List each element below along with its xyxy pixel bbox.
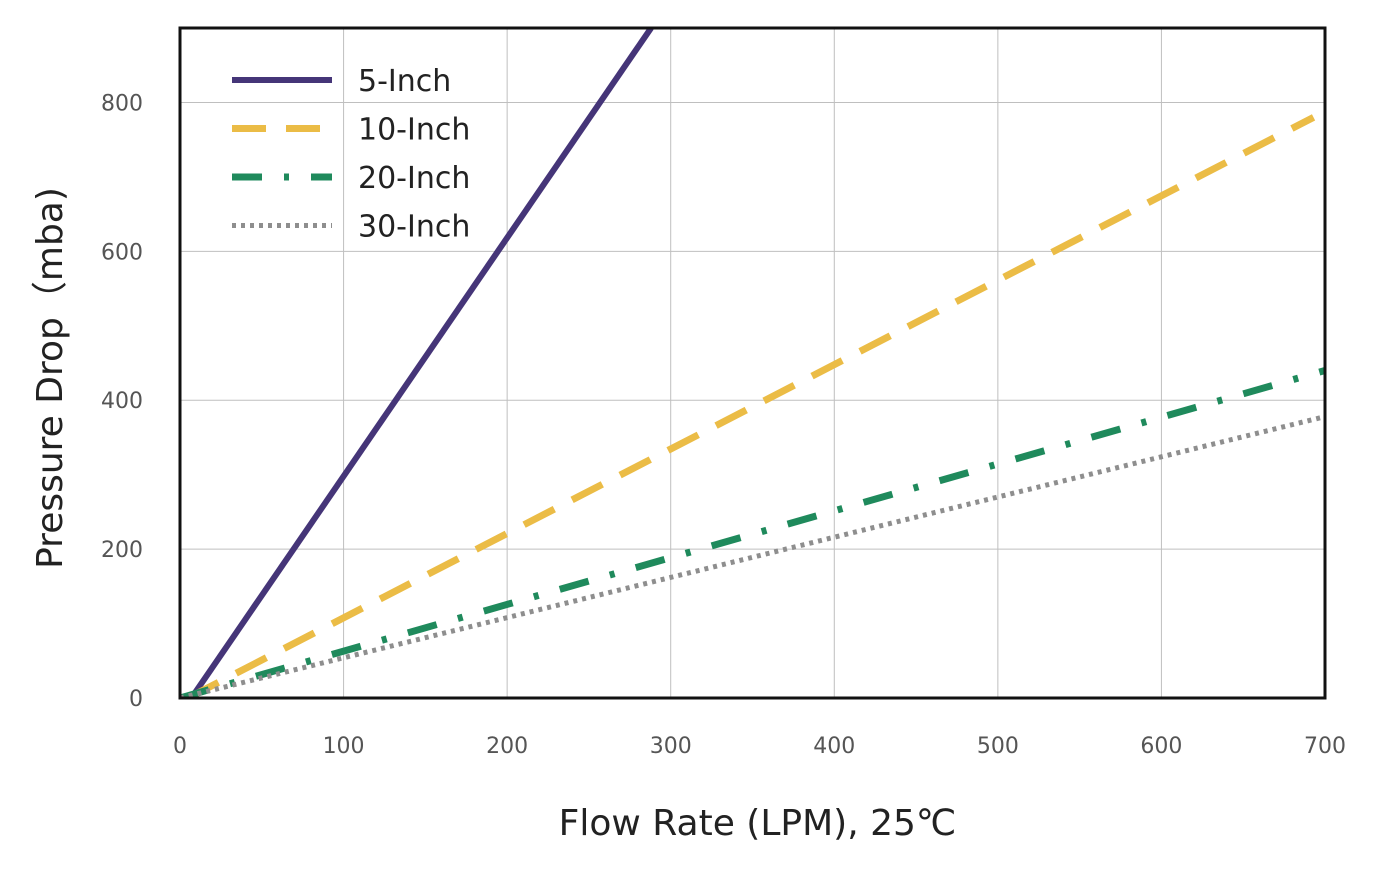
- x-tick-label: 0: [173, 734, 187, 759]
- y-tick-label: 200: [101, 538, 143, 563]
- y-tick-label: 800: [101, 91, 143, 116]
- y-axis-label: Pressure Drop（mba): [30, 187, 71, 569]
- series-line-5-inch: [188, 28, 654, 698]
- x-tick-label: 400: [813, 734, 855, 759]
- x-tick-label: 200: [486, 734, 528, 759]
- plot-frame: [178, 26, 1327, 700]
- y-tick-label: 600: [101, 240, 143, 265]
- series-line-30-inch: [180, 414, 1325, 698]
- x-tick-label: 300: [650, 734, 692, 759]
- legend-label-10-inch: 10-Inch: [358, 113, 470, 148]
- x-tick-label: 700: [1304, 734, 1346, 759]
- series-line-10-inch: [186, 114, 1316, 698]
- x-axis-label: Flow Rate (LPM), 25℃: [559, 803, 957, 844]
- series-line-20-inch: [180, 367, 1325, 698]
- x-tick-label: 100: [323, 734, 365, 759]
- x-tick-label: 500: [977, 734, 1019, 759]
- series-lines: [180, 28, 1325, 698]
- legend: 5-Inch 10-Inch 20-Inch 30-Inch: [232, 64, 470, 245]
- y-tick-label: 400: [101, 389, 143, 414]
- grid-lines: [179, 28, 1326, 699]
- y-tick-label: 0: [129, 687, 143, 712]
- legend-label-20-inch: 20-Inch: [358, 161, 470, 196]
- y-tick-labels: 0 200 400 600 800: [101, 91, 143, 712]
- x-tick-label: 600: [1140, 734, 1182, 759]
- legend-label-30-inch: 30-Inch: [358, 210, 470, 245]
- x-tick-labels: 0 100 200 300 400 500 600 700: [173, 734, 1346, 759]
- legend-label-5-inch: 5-Inch: [358, 64, 451, 99]
